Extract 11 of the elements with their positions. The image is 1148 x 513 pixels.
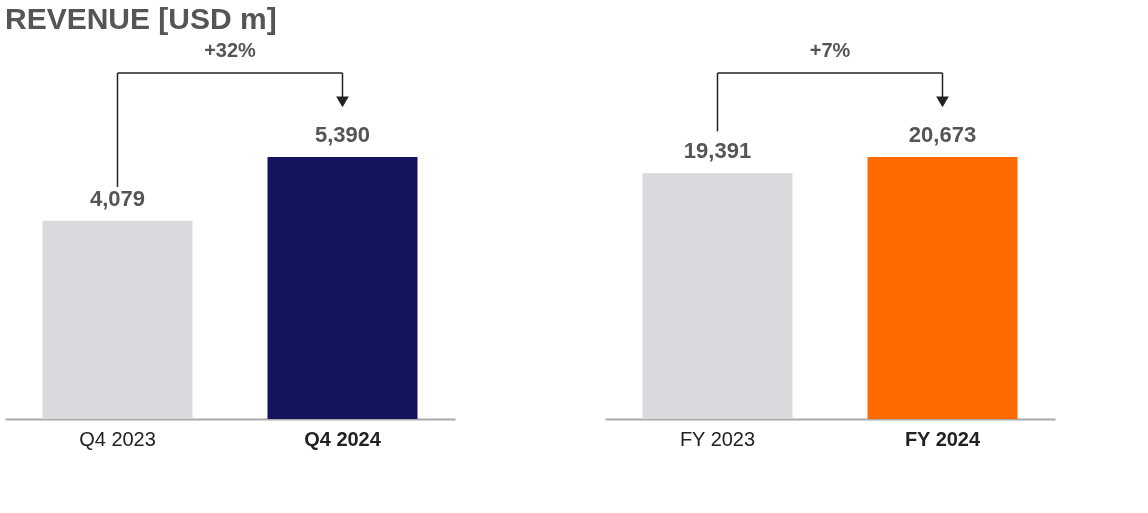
chart-title: REVENUE [USD m] [5,2,277,35]
x-tick-label: Q4 2024 [304,427,382,450]
data-label: 5,390 [314,121,371,147]
x-tick-label: FY 2024 [904,427,981,450]
text: +7% [809,39,851,62]
text: +32% [204,39,257,62]
x-tick-label: Q4 2023 [79,427,156,450]
data-label: 20,673 [908,121,977,147]
x-tick-label: FY 2023 [679,427,756,450]
data-label: 19,391 [683,138,752,164]
data-label: 4,079 [89,185,146,211]
